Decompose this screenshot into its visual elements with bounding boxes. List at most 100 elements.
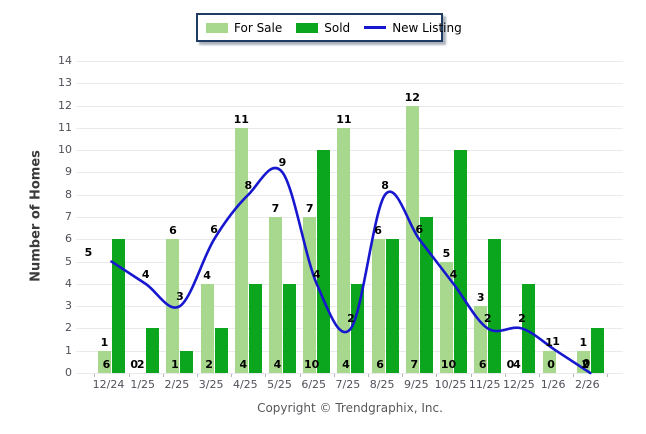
new-listing-value-label: 4 [141,267,150,281]
sold-value-label: 4 [342,358,350,371]
y-tick-label: 4 [65,276,72,290]
gridline [76,61,623,62]
gridline [76,105,623,107]
new-listing-value-label: 3 [176,290,184,304]
y-tick-label: 9 [65,165,72,179]
x-tick-label: 7/25 [335,378,361,391]
sold-value-label: 2 [581,358,590,371]
for-sale-bar [371,239,385,373]
x-axis-tick [436,374,438,377]
y-tick-label: 0 [65,366,72,379]
for-sale-value-label: 0 [506,358,515,371]
x-axis-tick [368,374,369,377]
x-tick-label: 12/24 [92,378,125,391]
x-axis-tick [607,374,609,377]
for-sale-swatch-icon [206,22,228,33]
for-sale-value-label: 7 [305,202,314,215]
new-listing-value-label: 2 [347,312,355,326]
legend-label-for-sale: For Sale [234,20,283,35]
for-sale-bar [269,217,282,373]
sold-bar [248,283,262,373]
y-tick-label: 1 [65,343,72,357]
for-sale-value-label: 4 [203,268,211,282]
x-axis-tick [470,374,472,377]
for-sale-bar [200,283,214,373]
for-sale-value-label: 12 [404,90,420,104]
for-sale-bar [542,350,556,373]
legend: For Sale Sold New Listing [196,13,462,42]
x-axis-tick [197,374,198,377]
gridline [76,83,623,85]
new-listing-value-label: 0 [582,357,591,370]
x-axis-tick [573,374,575,377]
for-sale-bar [303,217,317,373]
new-listing-line-swatch-icon [364,26,387,29]
y-tick-label: 10 [58,143,72,157]
y-tick-label: 3 [65,299,72,313]
for-sale-value-label: 7 [271,202,280,215]
sold-bar [112,239,125,373]
sold-value-label: 6 [376,358,384,371]
for-sale-value-label: 3 [476,291,485,305]
x-tick-label: 4/25 [232,378,258,391]
x-axis-tick [94,374,96,377]
for-sale-bar [440,261,453,373]
x-tick-label: 8/25 [369,378,395,391]
x-tick-label: 3/25 [198,378,224,391]
y-tick-label: 14 [58,54,72,67]
sold-value-label: 2 [136,358,145,371]
y-tick-label: 12 [58,98,72,112]
copyright-text: Copyright © Trendgraphix, Inc. [257,401,443,415]
new-listing-value-label: 8 [381,178,389,192]
sold-value-label: 10 [440,358,457,371]
for-sale-bar [405,105,419,373]
legend-item-new-listing: New Listing [364,21,462,35]
new-listing-value-label: 2 [483,312,492,326]
for-sale-bar [474,306,488,373]
new-listing-value-label: 4 [312,267,321,281]
legend-label-new-listing: New Listing [392,20,462,35]
sold-value-label: 0 [547,358,555,371]
sold-bar [283,283,296,373]
for-sale-value-label: 11 [336,112,352,126]
sold-bar [488,239,502,373]
sold-bar [385,239,399,373]
sold-value-label: 6 [102,358,111,371]
new-listing-value-label: 9 [278,156,287,170]
plot-area: 1 6 5 0 2 4 6 1 3 4 2 6 11 4 8 7 4 9 7 10 4 11 4 2 6 6 8 12 7 6 5 10 4 3 6… [76,61,623,377]
x-tick-label: 6/25 [301,378,327,391]
for-sale-value-label: 0 [130,358,139,371]
for-sale-value-label: 1 [545,335,553,349]
gridline [76,373,623,374]
sold-bar [317,150,331,373]
y-tick-label: 8 [65,187,72,201]
y-tick-label: 11 [58,120,72,134]
sold-bar [180,350,194,373]
for-sale-value-label: 6 [374,224,382,238]
for-sale-value-label: 11 [233,112,249,126]
for-sale-value-label: 1 [579,335,588,349]
for-sale-value-label: 1 [100,335,109,349]
y-tick-label: 7 [65,210,72,223]
sold-bar [351,283,365,373]
sold-bar [419,217,433,373]
x-axis-tick [539,374,540,377]
x-tick-label: 11/25 [468,378,501,391]
x-tick-label: 10/25 [434,378,467,391]
legend-item-sold: Sold [296,21,350,35]
sold-value-label: 7 [410,358,419,371]
sold-value-label: 2 [205,358,213,371]
new-listing-value-label: 4 [449,267,458,281]
x-axis-tick [128,374,130,377]
legend-item-for-sale: For Sale [206,21,282,35]
x-axis-tick [504,374,506,377]
y-tick-label: 2 [65,321,72,335]
x-axis-tick [265,374,267,377]
new-listing-value-label: 6 [415,223,424,237]
x-axis-tick [299,374,301,377]
sold-value-label: 4 [513,358,521,371]
new-listing-value-label: 6 [210,223,218,237]
for-sale-value-label: 6 [169,224,177,238]
sold-swatch-icon [296,22,319,33]
